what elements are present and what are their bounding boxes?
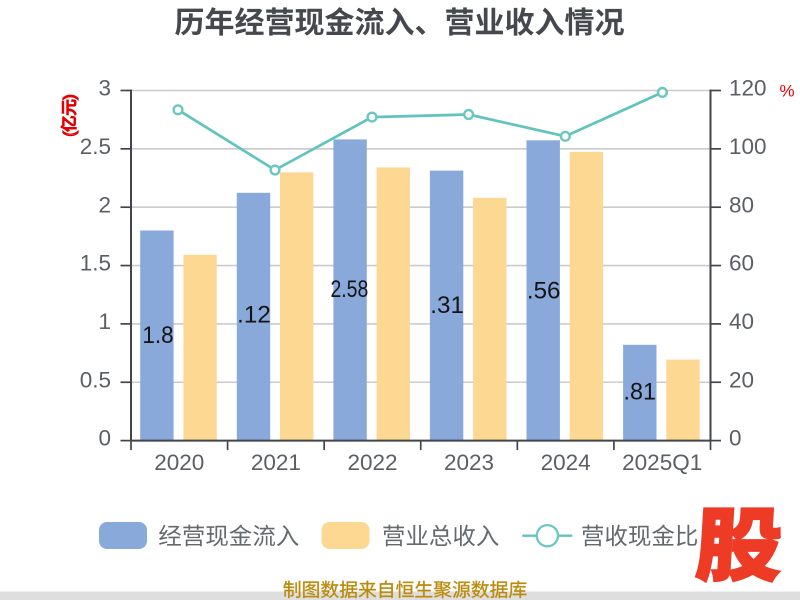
svg-text:0: 0 <box>729 426 742 451</box>
svg-text:%: % <box>779 82 794 101</box>
svg-text:.12: .12 <box>237 302 271 329</box>
svg-text:1.8: 1.8 <box>142 322 173 349</box>
svg-text:2021: 2021 <box>251 450 301 475</box>
svg-text:0.5: 0.5 <box>80 367 111 392</box>
svg-text:100: 100 <box>729 134 767 159</box>
svg-text:60: 60 <box>729 251 754 276</box>
svg-text:1.5: 1.5 <box>80 251 111 276</box>
svg-text:.31: .31 <box>430 292 464 319</box>
svg-text:2: 2 <box>98 192 111 217</box>
svg-text:3: 3 <box>98 76 111 101</box>
svg-text:120: 120 <box>729 76 767 101</box>
svg-text:2025Q1: 2025Q1 <box>622 450 702 475</box>
svg-text:2024: 2024 <box>541 450 591 475</box>
svg-text:20: 20 <box>729 367 754 392</box>
svg-text:1: 1 <box>98 309 111 334</box>
svg-text:2.58: 2.58 <box>330 276 368 303</box>
svg-text:2023: 2023 <box>444 450 494 475</box>
svg-text:2.5: 2.5 <box>80 134 111 159</box>
svg-text:2022: 2022 <box>347 450 397 475</box>
svg-text:0: 0 <box>98 426 111 451</box>
svg-text:.81: .81 <box>624 379 657 406</box>
svg-text:(: ( <box>62 131 79 137</box>
svg-text:2020: 2020 <box>154 450 204 475</box>
svg-text:40: 40 <box>729 309 754 334</box>
svg-text:80: 80 <box>729 192 754 217</box>
svg-text:.56: .56 <box>527 277 561 304</box>
svg-text:0: 0 <box>611 378 624 405</box>
svg-text:): ) <box>62 94 79 99</box>
